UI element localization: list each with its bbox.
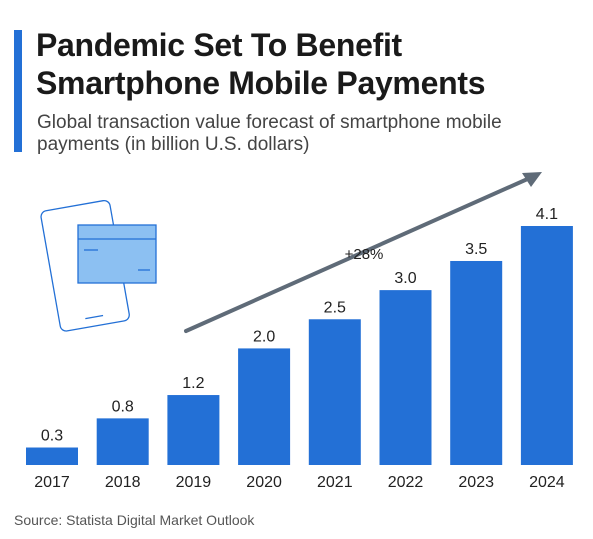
growth-annotation: +28%	[345, 246, 384, 263]
source-note: Source: Statista Digital Market Outlook	[14, 512, 255, 528]
category-label-2023: 2023	[458, 474, 494, 491]
value-label-2019: 1.2	[182, 375, 204, 392]
bar-2021	[308, 319, 361, 465]
value-label-2020: 2.0	[253, 328, 275, 345]
category-label-2021: 2021	[317, 474, 353, 491]
bar-2023	[450, 260, 503, 465]
category-label-2022: 2022	[388, 474, 424, 491]
phone-payment-icon	[40, 199, 157, 332]
category-label-2020: 2020	[246, 474, 282, 491]
bar-2022	[379, 290, 432, 465]
growth-arrow-icon	[184, 172, 542, 333]
bar-2024	[520, 226, 573, 465]
chart-subtitle: Global transaction value forecast of sma…	[37, 112, 502, 155]
bar-2019	[167, 395, 220, 465]
category-label-2019: 2019	[176, 474, 212, 491]
category-label-2024: 2024	[529, 474, 565, 491]
value-label-2024: 4.1	[536, 206, 558, 223]
category-label-2017: 2017	[34, 474, 70, 491]
value-label-2023: 3.5	[465, 241, 487, 258]
value-label-2021: 2.5	[324, 299, 346, 316]
value-label-2022: 3.0	[394, 270, 416, 287]
value-label-2018: 0.8	[112, 398, 134, 415]
value-label-2017: 0.3	[41, 428, 63, 445]
bar-2017	[26, 447, 78, 465]
bar-2018	[96, 418, 149, 465]
bar-2020	[238, 348, 291, 465]
title-accent-bar	[14, 30, 22, 152]
chart-title: Pandemic Set To Benefit Smartphone Mobil…	[36, 27, 486, 101]
category-label-2018: 2018	[105, 474, 141, 491]
